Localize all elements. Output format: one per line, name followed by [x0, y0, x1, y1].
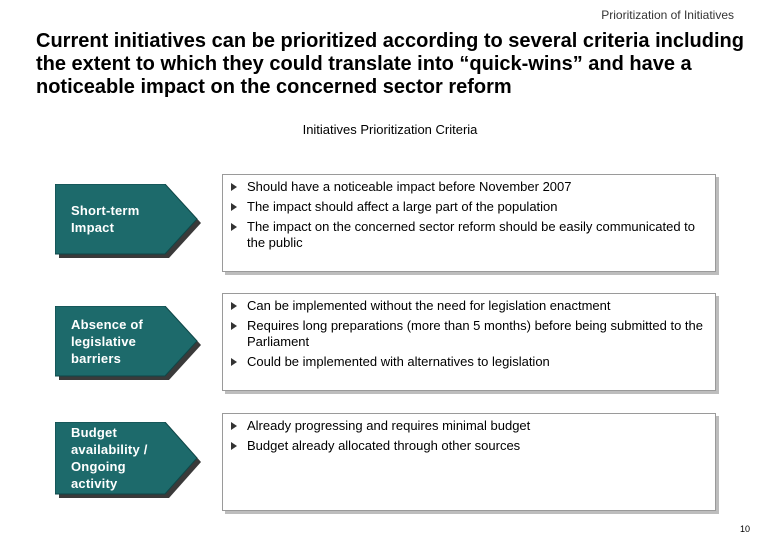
criterion-label: Absence of legislative barriers [71, 316, 144, 366]
criterion-panel-budget-availability: Already progressing and requires minimal… [222, 413, 716, 511]
list-item: The impact on the concerned sector refor… [229, 219, 711, 251]
list-item: Can be implemented without the need for … [229, 298, 711, 314]
page-number: 10 [739, 524, 750, 534]
criterion-panel-legislative-barriers: Can be implemented without the need for … [222, 293, 716, 391]
bullet-text: The impact should affect a large part of… [247, 199, 558, 214]
bullet-text: The impact on the concerned sector refor… [247, 219, 696, 250]
arrow-shape [55, 306, 201, 380]
bullet-text: Budget already allocated through other s… [247, 438, 521, 453]
triangle-bullet-icon [231, 358, 237, 366]
bullet-text: Could be implemented with alternatives t… [247, 354, 550, 369]
list-item: Already progressing and requires minimal… [229, 418, 711, 434]
arrow-shape [55, 422, 201, 498]
bullet-text: Can be implemented without the need for … [247, 298, 611, 313]
arrow-shape [55, 184, 201, 258]
triangle-bullet-icon [231, 183, 237, 191]
criteria-subtitle: Initiatives Prioritization Criteria [302, 122, 478, 137]
criterion-label: Budget availability / Ongoing activity [71, 425, 148, 491]
criterion-label: Short-term Impact [71, 203, 140, 235]
criterion-arrow-budget-availability: Budget availability / Ongoing activity [55, 422, 205, 502]
triangle-bullet-icon [231, 203, 237, 211]
bullet-text: Requires long preparations (more than 5 … [247, 318, 703, 349]
list-item: Budget already allocated through other s… [229, 438, 711, 454]
list-item: Requires long preparations (more than 5 … [229, 318, 711, 350]
triangle-bullet-icon [231, 223, 237, 231]
list-item: Could be implemented with alternatives t… [229, 354, 711, 370]
page-title: Current initiatives can be prioritized a… [36, 30, 744, 98]
triangle-bullet-icon [231, 302, 237, 310]
bullet-list: Already progressing and requires minimal… [223, 414, 715, 454]
list-item: The impact should affect a large part of… [229, 199, 711, 215]
triangle-bullet-icon [231, 422, 237, 430]
triangle-bullet-icon [231, 322, 237, 330]
bullet-list: Should have a noticeable impact before N… [223, 175, 715, 251]
criterion-arrow-short-term-impact: Short-term Impact [55, 184, 205, 262]
list-item: Should have a noticeable impact before N… [229, 179, 711, 195]
bullet-text: Already progressing and requires minimal… [247, 418, 531, 433]
criterion-panel-short-term-impact: Should have a noticeable impact before N… [222, 174, 716, 272]
bullet-text: Should have a noticeable impact before N… [247, 179, 572, 194]
bullet-list: Can be implemented without the need for … [223, 294, 715, 370]
triangle-bullet-icon [231, 442, 237, 450]
section-header: Prioritization of Initiatives [601, 8, 734, 22]
criterion-arrow-legislative-barriers: Absence of legislative barriers [55, 306, 205, 384]
